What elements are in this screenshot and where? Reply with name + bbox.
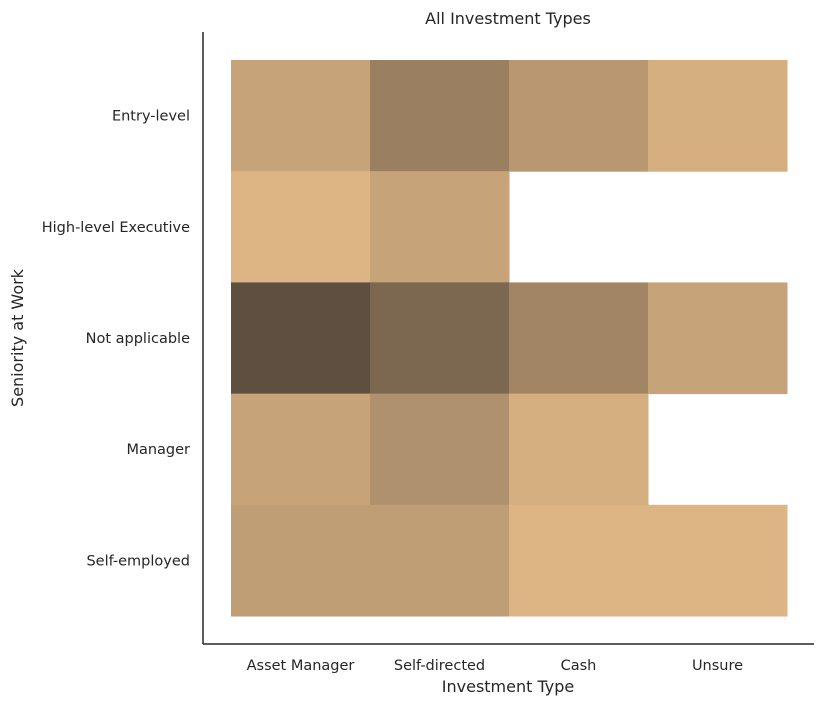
heatmap-cell-0-1 bbox=[370, 60, 510, 172]
heatmap-cell-4-2 bbox=[509, 504, 649, 617]
heatmap-cell-4-3 bbox=[648, 504, 788, 617]
heatmap-cells bbox=[231, 60, 788, 617]
heatmap-cell-3-2 bbox=[509, 393, 649, 506]
y-axis-label: Seniority at Work bbox=[8, 268, 27, 407]
x-axis-label: Investment Type bbox=[442, 677, 574, 696]
heatmap-cell-2-2 bbox=[509, 282, 649, 395]
y-tick-label: Self-employed bbox=[86, 553, 190, 569]
x-tick-label: Unsure bbox=[692, 658, 743, 674]
heatmap-cell-2-3 bbox=[648, 282, 788, 395]
heatmap-cell-2-0 bbox=[231, 282, 371, 395]
x-tick-label: Cash bbox=[561, 658, 597, 674]
y-tick-label: Entry-level bbox=[112, 109, 190, 125]
heatmap-cell-2-1 bbox=[370, 282, 510, 395]
heatmap-cell-3-0 bbox=[231, 393, 371, 506]
y-tick-labels: Entry-level High-level Executive Not appli… bbox=[42, 109, 190, 570]
heatmap-cell-0-3 bbox=[648, 60, 788, 172]
y-tick-label: High-level Executive bbox=[42, 220, 190, 236]
heatmap-cell-1-0 bbox=[231, 171, 371, 283]
x-tick-label: Self-directed bbox=[394, 658, 485, 674]
y-tick-label: Not applicable bbox=[86, 331, 190, 347]
x-tick-label: Asset Manager bbox=[247, 658, 355, 674]
y-tick-label: Manager bbox=[126, 442, 190, 458]
heatmap-cell-4-0 bbox=[231, 504, 371, 617]
chart-title: All Investment Types bbox=[425, 9, 591, 28]
heatmap-cell-3-1 bbox=[370, 393, 510, 506]
heatmap-cell-1-1 bbox=[370, 171, 510, 283]
heatmap-cell-0-0 bbox=[231, 60, 371, 172]
x-tick-labels: Asset Manager Self-directed Cash Unsure bbox=[247, 658, 744, 674]
heatmap-cell-0-2 bbox=[509, 60, 649, 172]
heatmap-cell-4-1 bbox=[370, 504, 510, 617]
